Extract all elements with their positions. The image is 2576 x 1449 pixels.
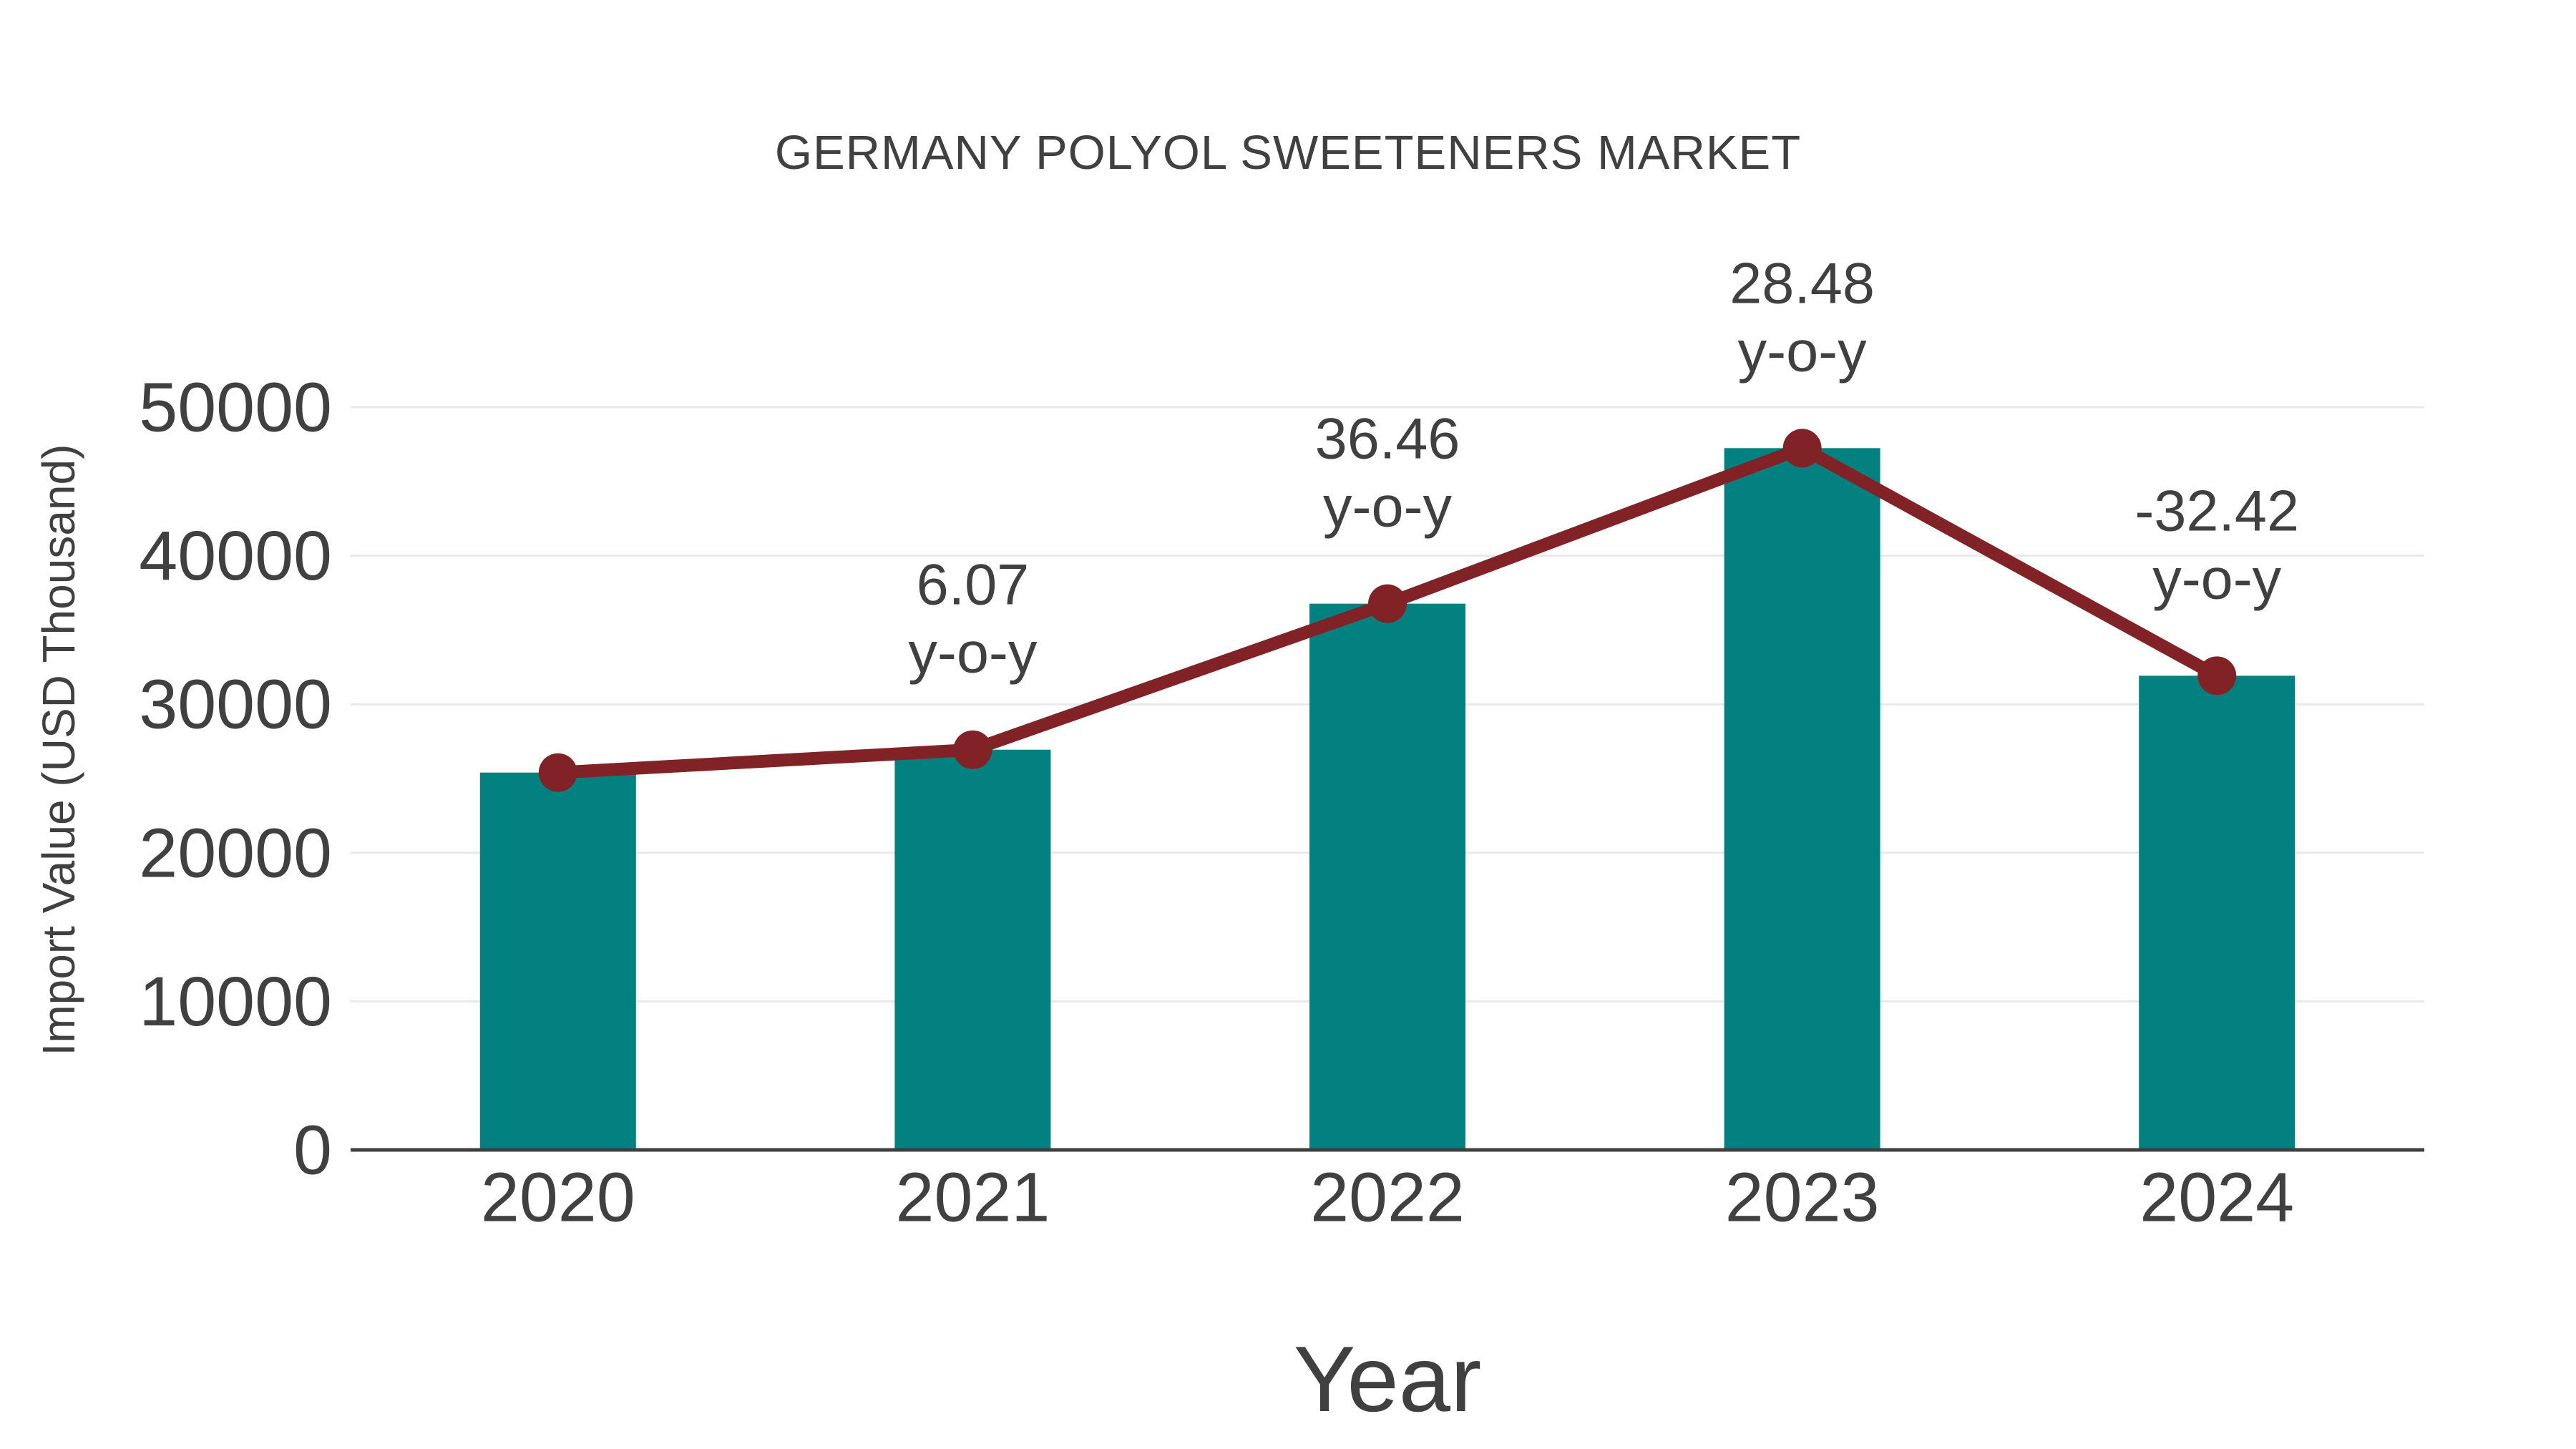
y-tick-label-10000: 10000 — [139, 962, 332, 1040]
bar-2022 — [1309, 603, 1465, 1150]
yoy-suffix-label-2021: y-o-y — [908, 621, 1037, 686]
yoy-suffix-label-2024: y-o-y — [2152, 547, 2281, 611]
yoy-value-label-2024: -32.42 — [2135, 479, 2299, 543]
line-marker-2021 — [953, 730, 992, 769]
yoy-value-label-2021: 6.07 — [917, 553, 1030, 618]
y-tick-label-50000: 50000 — [139, 369, 332, 447]
line-marker-2020 — [538, 753, 577, 792]
yoy-value-label-2023: 28.48 — [1729, 251, 1875, 316]
y-tick-label-20000: 20000 — [139, 814, 332, 892]
x-tick-label-2022: 2022 — [1310, 1158, 1465, 1236]
yoy-value-label-2022: 36.46 — [1315, 407, 1460, 472]
line-marker-2023 — [1782, 429, 1822, 468]
line-marker-2022 — [1368, 584, 1407, 623]
yoy-suffix-label-2022: y-o-y — [1323, 475, 1452, 540]
x-tick-label-2021: 2021 — [896, 1158, 1050, 1236]
y-tick-label-30000: 30000 — [139, 665, 332, 743]
x-axis-title: Year — [1293, 1327, 1482, 1431]
x-tick-label-2024: 2024 — [2140, 1158, 2294, 1236]
bar-2021 — [894, 749, 1051, 1150]
chart-title: GERMANY POLYOL SWEETENERS MARKET — [774, 126, 1802, 180]
bar-2024 — [2139, 675, 2296, 1150]
yoy-suffix-label-2023: y-o-y — [1738, 319, 1867, 384]
y-tick-label-0: 0 — [293, 1111, 332, 1189]
bar-2023 — [1724, 448, 1880, 1150]
bar-2020 — [479, 772, 636, 1150]
x-tick-label-2020: 2020 — [481, 1158, 635, 1236]
line-marker-2024 — [2197, 656, 2237, 696]
x-tick-label-2023: 2023 — [1725, 1158, 1880, 1236]
y-tick-label-40000: 40000 — [139, 517, 332, 595]
